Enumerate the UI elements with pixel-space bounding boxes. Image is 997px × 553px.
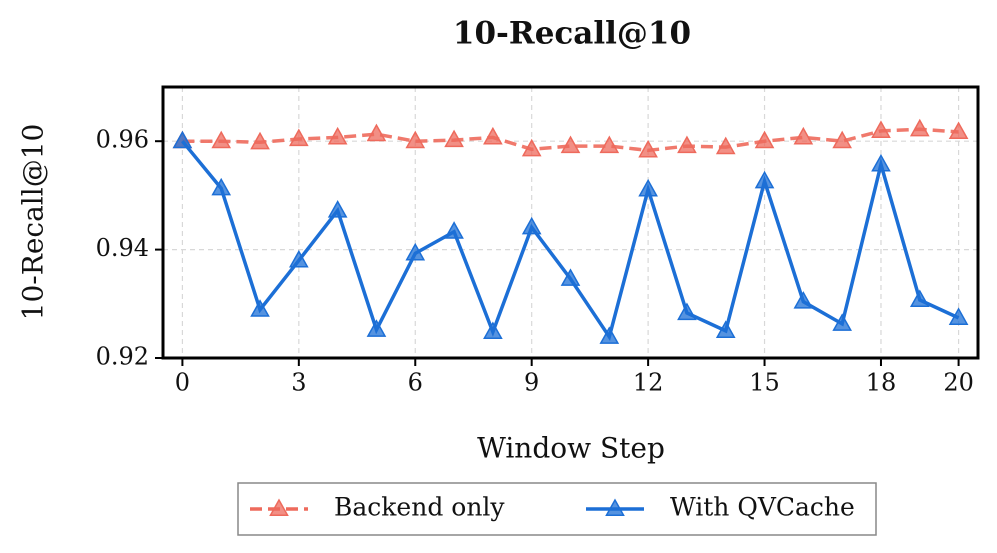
x-tick-label: 0: [175, 369, 190, 397]
marker: [444, 221, 464, 239]
marker: [211, 130, 232, 149]
marker: [909, 118, 930, 137]
marker: [483, 321, 503, 340]
marker: [172, 130, 193, 149]
marker: [715, 136, 736, 155]
marker: [327, 200, 348, 218]
x-tick-label: 20: [943, 369, 974, 397]
marker: [871, 153, 891, 172]
marker: [289, 128, 309, 147]
marker: [366, 123, 387, 142]
chart-title: 10-Recall@10: [453, 16, 691, 52]
marker: [909, 289, 930, 308]
marker: [754, 130, 775, 149]
marker: [560, 268, 581, 286]
y-tick-label: 0.94: [96, 234, 149, 262]
marker: [677, 135, 697, 154]
legend-marker: [269, 498, 289, 517]
x-tick-label: 15: [749, 369, 780, 397]
marker: [832, 130, 852, 149]
marker: [366, 319, 387, 337]
marker: [677, 302, 697, 321]
legend-marker: [605, 498, 625, 517]
y-tick-label: 0.92: [96, 343, 149, 371]
plot-frame: [161, 85, 980, 360]
marker: [832, 313, 852, 331]
marker: [521, 216, 542, 235]
marker: [715, 320, 736, 338]
marker: [483, 126, 503, 145]
marker: [405, 242, 426, 261]
x-tick-label: 6: [408, 369, 423, 397]
y-tick-label: 0.96: [96, 126, 149, 154]
x-tick-label: 3: [291, 369, 306, 397]
marker: [521, 138, 542, 157]
marker: [754, 170, 775, 189]
marker: [638, 139, 658, 158]
x-tick-label: 9: [524, 369, 539, 397]
x-tick-label: 12: [633, 369, 664, 397]
series-line: [182, 127, 959, 153]
marker: [405, 130, 426, 149]
marker: [289, 249, 309, 268]
marker: [948, 121, 969, 140]
marker: [560, 135, 581, 154]
marker: [599, 135, 620, 154]
legend-box: [237, 482, 877, 536]
marker: [327, 126, 348, 145]
marker: [793, 291, 814, 309]
x-axis-label: Window Step: [477, 432, 665, 465]
marker: [793, 126, 814, 145]
y-axis-label: 10-Recall@10: [17, 124, 50, 321]
marker: [599, 326, 620, 344]
marker: [948, 307, 969, 325]
legend-label: Backend only: [334, 493, 505, 522]
marker: [638, 178, 658, 197]
x-tick-label: 18: [866, 369, 897, 397]
marker: [871, 120, 891, 138]
legend-label: With QVCache: [670, 493, 855, 522]
marker: [444, 129, 464, 148]
marker: [211, 177, 232, 196]
marker: [250, 131, 270, 150]
marker: [250, 299, 270, 317]
